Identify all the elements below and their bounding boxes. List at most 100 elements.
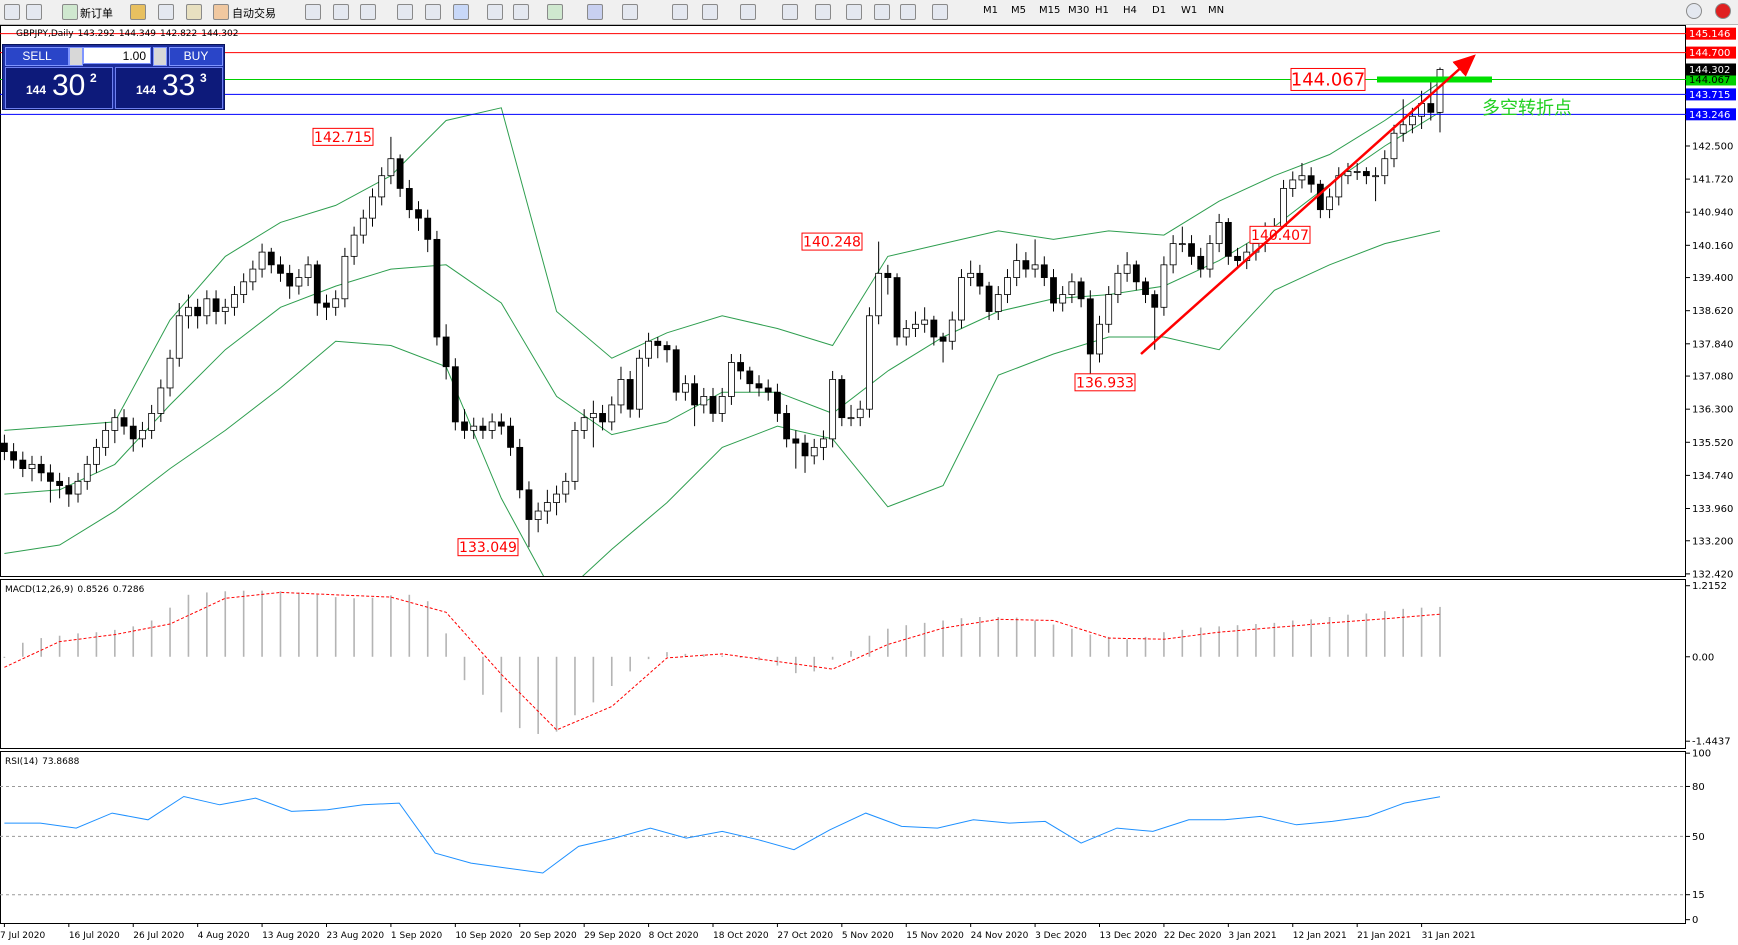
timeframe-button[interactable]: M5: [1011, 5, 1026, 16]
icon[interactable]: [672, 4, 688, 20]
notification-icon[interactable]: [1715, 3, 1731, 19]
candle-body: [562, 480, 570, 495]
candle-body: [820, 438, 827, 448]
y-tick-label: 138.620: [1692, 306, 1733, 317]
candle-body: [10, 451, 18, 461]
candle-body: [359, 217, 367, 236]
lot-up[interactable]: [153, 47, 167, 66]
y-tick-label: 132.420: [1692, 569, 1733, 580]
new-order-button[interactable]: 新订单: [80, 7, 113, 20]
icon[interactable]: [815, 4, 831, 20]
histogram-bar: [795, 656, 797, 674]
histogram-bar: [1383, 611, 1386, 657]
icon[interactable]: [702, 4, 718, 20]
timeframe-button[interactable]: W1: [1181, 5, 1198, 16]
sell-price[interactable]: 144 30 2: [5, 67, 113, 109]
icon[interactable]: [622, 4, 638, 20]
candle-body: [1132, 264, 1140, 283]
candle-body: [1436, 69, 1444, 113]
candle-body: [1381, 158, 1389, 177]
timeframe-button[interactable]: M30: [1068, 5, 1090, 16]
lots-input[interactable]: 1.00: [83, 47, 151, 64]
candle-body: [663, 345, 671, 351]
timeframe-button[interactable]: M15: [1039, 5, 1061, 16]
candle-body: [571, 429, 579, 482]
note: 多空转折点: [1482, 98, 1572, 119]
x-tick-label: 31 Jan 2021: [1422, 931, 1476, 941]
histogram-bar: [1015, 617, 1018, 657]
icon[interactable]: [487, 4, 503, 20]
timeframe-button[interactable]: H1: [1095, 5, 1109, 16]
candle-body: [304, 264, 312, 278]
icon[interactable]: [547, 4, 563, 20]
sell-button[interactable]: SELL: [5, 47, 69, 66]
candle-body: [1307, 175, 1315, 185]
candle-body: [194, 306, 202, 317]
timeframe-button[interactable]: D1: [1152, 5, 1167, 16]
y-tick-label: 136.300: [1692, 405, 1733, 416]
candle-body: [626, 379, 634, 410]
histogram-bar: [1255, 624, 1257, 657]
icon[interactable]: [213, 4, 229, 20]
search-icon[interactable]: [1686, 3, 1702, 19]
icon[interactable]: [62, 4, 78, 20]
icon[interactable]: [874, 4, 890, 20]
candle-body: [1059, 294, 1067, 304]
candle-body: [709, 396, 717, 414]
histogram-bar: [1071, 628, 1073, 657]
lot-down[interactable]: [69, 47, 83, 66]
candle-body: [0, 442, 8, 453]
icon[interactable]: [186, 4, 202, 20]
auto-trading-button[interactable]: 自动交易: [232, 7, 276, 20]
histogram-bar: [169, 607, 171, 657]
histogram-bar: [739, 656, 742, 658]
icon[interactable]: [4, 4, 20, 20]
icon[interactable]: [425, 4, 441, 20]
icon[interactable]: [130, 4, 146, 20]
timeframe-button[interactable]: M1: [983, 5, 998, 16]
candle-body: [912, 323, 919, 329]
x-tick-label: 12 Jan 2021: [1293, 931, 1347, 941]
icon[interactable]: [305, 4, 321, 20]
icon[interactable]: [397, 4, 413, 20]
icon[interactable]: [740, 4, 756, 20]
candle-body: [792, 438, 800, 444]
histogram-bar: [334, 597, 337, 657]
histogram-bar: [1273, 622, 1276, 657]
histogram-bar: [40, 638, 43, 657]
histogram-bar: [1034, 620, 1036, 657]
icon[interactable]: [360, 4, 376, 20]
timeframe-button[interactable]: H4: [1123, 5, 1137, 16]
buy-button[interactable]: BUY: [169, 47, 223, 66]
icon[interactable]: [900, 4, 916, 20]
timeframe-button[interactable]: MN: [1208, 5, 1225, 16]
histogram-bar: [426, 601, 429, 657]
candle-body: [1206, 243, 1214, 270]
icon[interactable]: [158, 4, 174, 20]
icon[interactable]: [513, 4, 529, 20]
candle-body: [691, 383, 698, 406]
candle-body: [323, 302, 330, 308]
y-tick-label: 139.400: [1692, 273, 1733, 284]
y-tick-label: 50: [1692, 832, 1705, 843]
icon[interactable]: [932, 4, 948, 20]
histogram-bar: [1347, 614, 1349, 657]
buy-price[interactable]: 144 33 3: [115, 67, 223, 109]
histogram-bar: [813, 656, 816, 672]
candle-body: [967, 272, 975, 278]
icon[interactable]: [846, 4, 862, 20]
candle-body: [332, 298, 340, 308]
candle-body: [350, 234, 358, 257]
icon[interactable]: [587, 4, 603, 20]
icon[interactable]: [333, 4, 349, 20]
x-tick-label: 4 Aug 2020: [198, 931, 250, 941]
x-tick-label: 15 Nov 2020: [906, 931, 964, 941]
icon[interactable]: [453, 4, 469, 20]
icon[interactable]: [26, 4, 42, 20]
candle-body: [645, 340, 652, 359]
icon[interactable]: [782, 4, 798, 20]
histogram-bar: [905, 625, 908, 657]
trend-arrow: [1140, 54, 1476, 355]
histogram-bar: [279, 591, 282, 657]
price-label-box: [457, 538, 519, 557]
